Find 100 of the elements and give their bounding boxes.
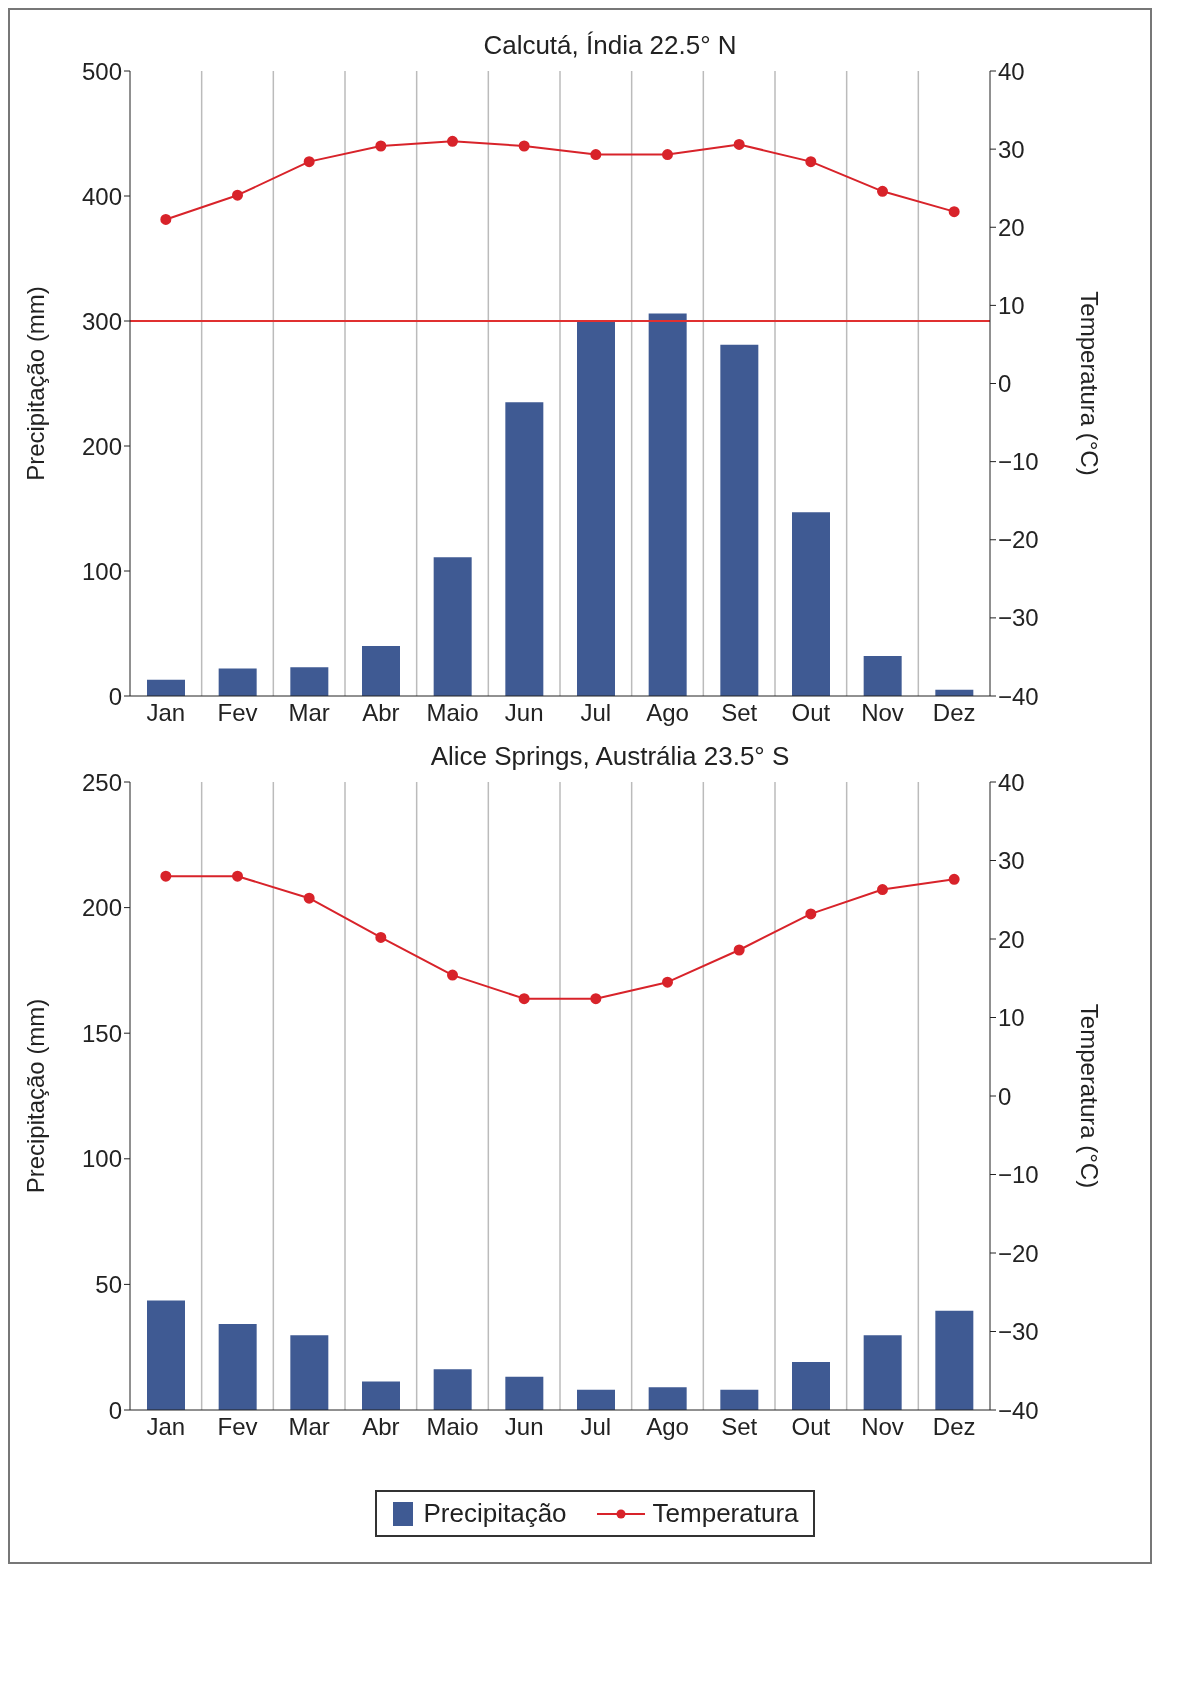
x-tick-label: Ago [646,1413,689,1441]
x-tick-label: Jun [504,699,544,727]
chart-title: Alice Springs, Austrália 23.5° S [430,741,790,771]
bar [863,1335,902,1410]
y2-tick-label: −20 [998,1239,1039,1267]
x-tick-label: Set [721,1413,758,1441]
point [447,135,458,147]
y-tick-label: 200 [81,894,122,922]
bar [792,512,830,696]
y2-tick-label: −20 [998,526,1039,554]
x-tick-label: Jan [146,699,186,727]
x-tick-label: Dez [932,1413,976,1441]
x-tick-label: Jun [504,1413,544,1441]
point [948,873,960,885]
y2-tick-label: 20 [998,213,1025,241]
legend-label: Temperatura [651,1498,799,1529]
x-tick-label: Mar [288,699,330,727]
y-tick-label: 0 [108,682,122,710]
y2-tick-label: 0 [998,370,1012,398]
bar [577,1389,615,1410]
point [303,156,315,168]
x-tick-label: Ago [646,699,689,727]
bar [290,667,329,696]
x-tick-label: Jul [580,699,612,727]
y-tick-label: 250 [81,768,122,796]
y-tick-label: 200 [81,432,122,460]
point [805,156,817,168]
bar [290,1335,329,1410]
y2-tick-label: 10 [998,1004,1025,1032]
point [662,976,673,988]
point [518,140,530,152]
y2-tick-label: −30 [998,604,1039,632]
x-tick-label: Jul [580,1413,612,1441]
point [877,884,888,896]
y2-tick-label: 10 [998,291,1025,319]
bar [362,1381,400,1410]
bar [362,646,400,696]
y-tick-label: 400 [81,182,122,210]
y2-tick-label: −10 [998,1161,1039,1189]
bar [648,313,687,696]
point [590,149,602,161]
x-tick-label: Out [791,699,831,727]
bar [433,557,472,696]
point [805,908,817,920]
y2-tick-label: 30 [998,135,1025,163]
y-tick-label: 150 [81,1019,122,1047]
y-axis-title: Precipitação (mm) [21,998,49,1194]
x-tick-label: Fev [217,699,258,727]
point [232,870,243,882]
bar [863,656,902,696]
y-tick-label: 0 [108,1396,122,1424]
y-tick-label: 500 [81,57,122,85]
point [590,993,602,1005]
bar [147,1300,185,1410]
point [160,870,172,882]
x-tick-label: Maio [426,699,479,727]
y2-tick-label: 0 [998,1082,1012,1110]
point [948,206,960,218]
y2-tick-label: 40 [998,57,1025,85]
bar [577,321,615,696]
bar [505,402,544,696]
bar [218,668,257,696]
point [375,140,387,152]
point [733,138,745,150]
point [518,993,530,1005]
x-tick-label: Abr [362,699,400,727]
point [877,185,888,197]
y2-axis-title: Temperatura (°C) [1076,1003,1104,1189]
point [375,931,387,943]
y-axis-title: Precipitação (mm) [21,286,49,481]
bar [720,344,759,696]
x-tick-label: Maio [426,1413,479,1441]
x-tick-label: Fev [217,1413,258,1441]
y2-tick-label: −10 [998,448,1039,476]
legend-label: Precipitação [422,1498,567,1529]
point [447,969,458,981]
x-tick-label: Nov [861,699,904,727]
point [160,213,172,225]
bar [720,1389,759,1410]
chart-title: Calcutá, Índia 22.5° N [483,30,737,60]
bar [792,1362,830,1410]
y2-tick-label: 30 [998,847,1025,875]
point [662,149,673,161]
bar [648,1387,687,1410]
point [733,944,745,956]
bar [147,679,185,696]
y-tick-label: 300 [81,307,122,335]
y2-tick-label: 20 [998,925,1025,953]
y2-tick-label: −30 [998,1318,1039,1346]
bar [935,1310,974,1410]
y2-axis-title: Temperatura (°C) [1076,291,1104,476]
y-tick-label: 100 [81,1145,122,1173]
bar [505,1376,544,1410]
y2-tick-label: −40 [998,682,1039,710]
y2-tick-label: −40 [998,1396,1039,1424]
bar [218,1324,257,1410]
x-tick-label: Jan [146,1413,186,1441]
x-tick-label: Nov [861,1413,904,1441]
bar [433,1369,472,1410]
x-tick-label: Out [791,1413,831,1441]
